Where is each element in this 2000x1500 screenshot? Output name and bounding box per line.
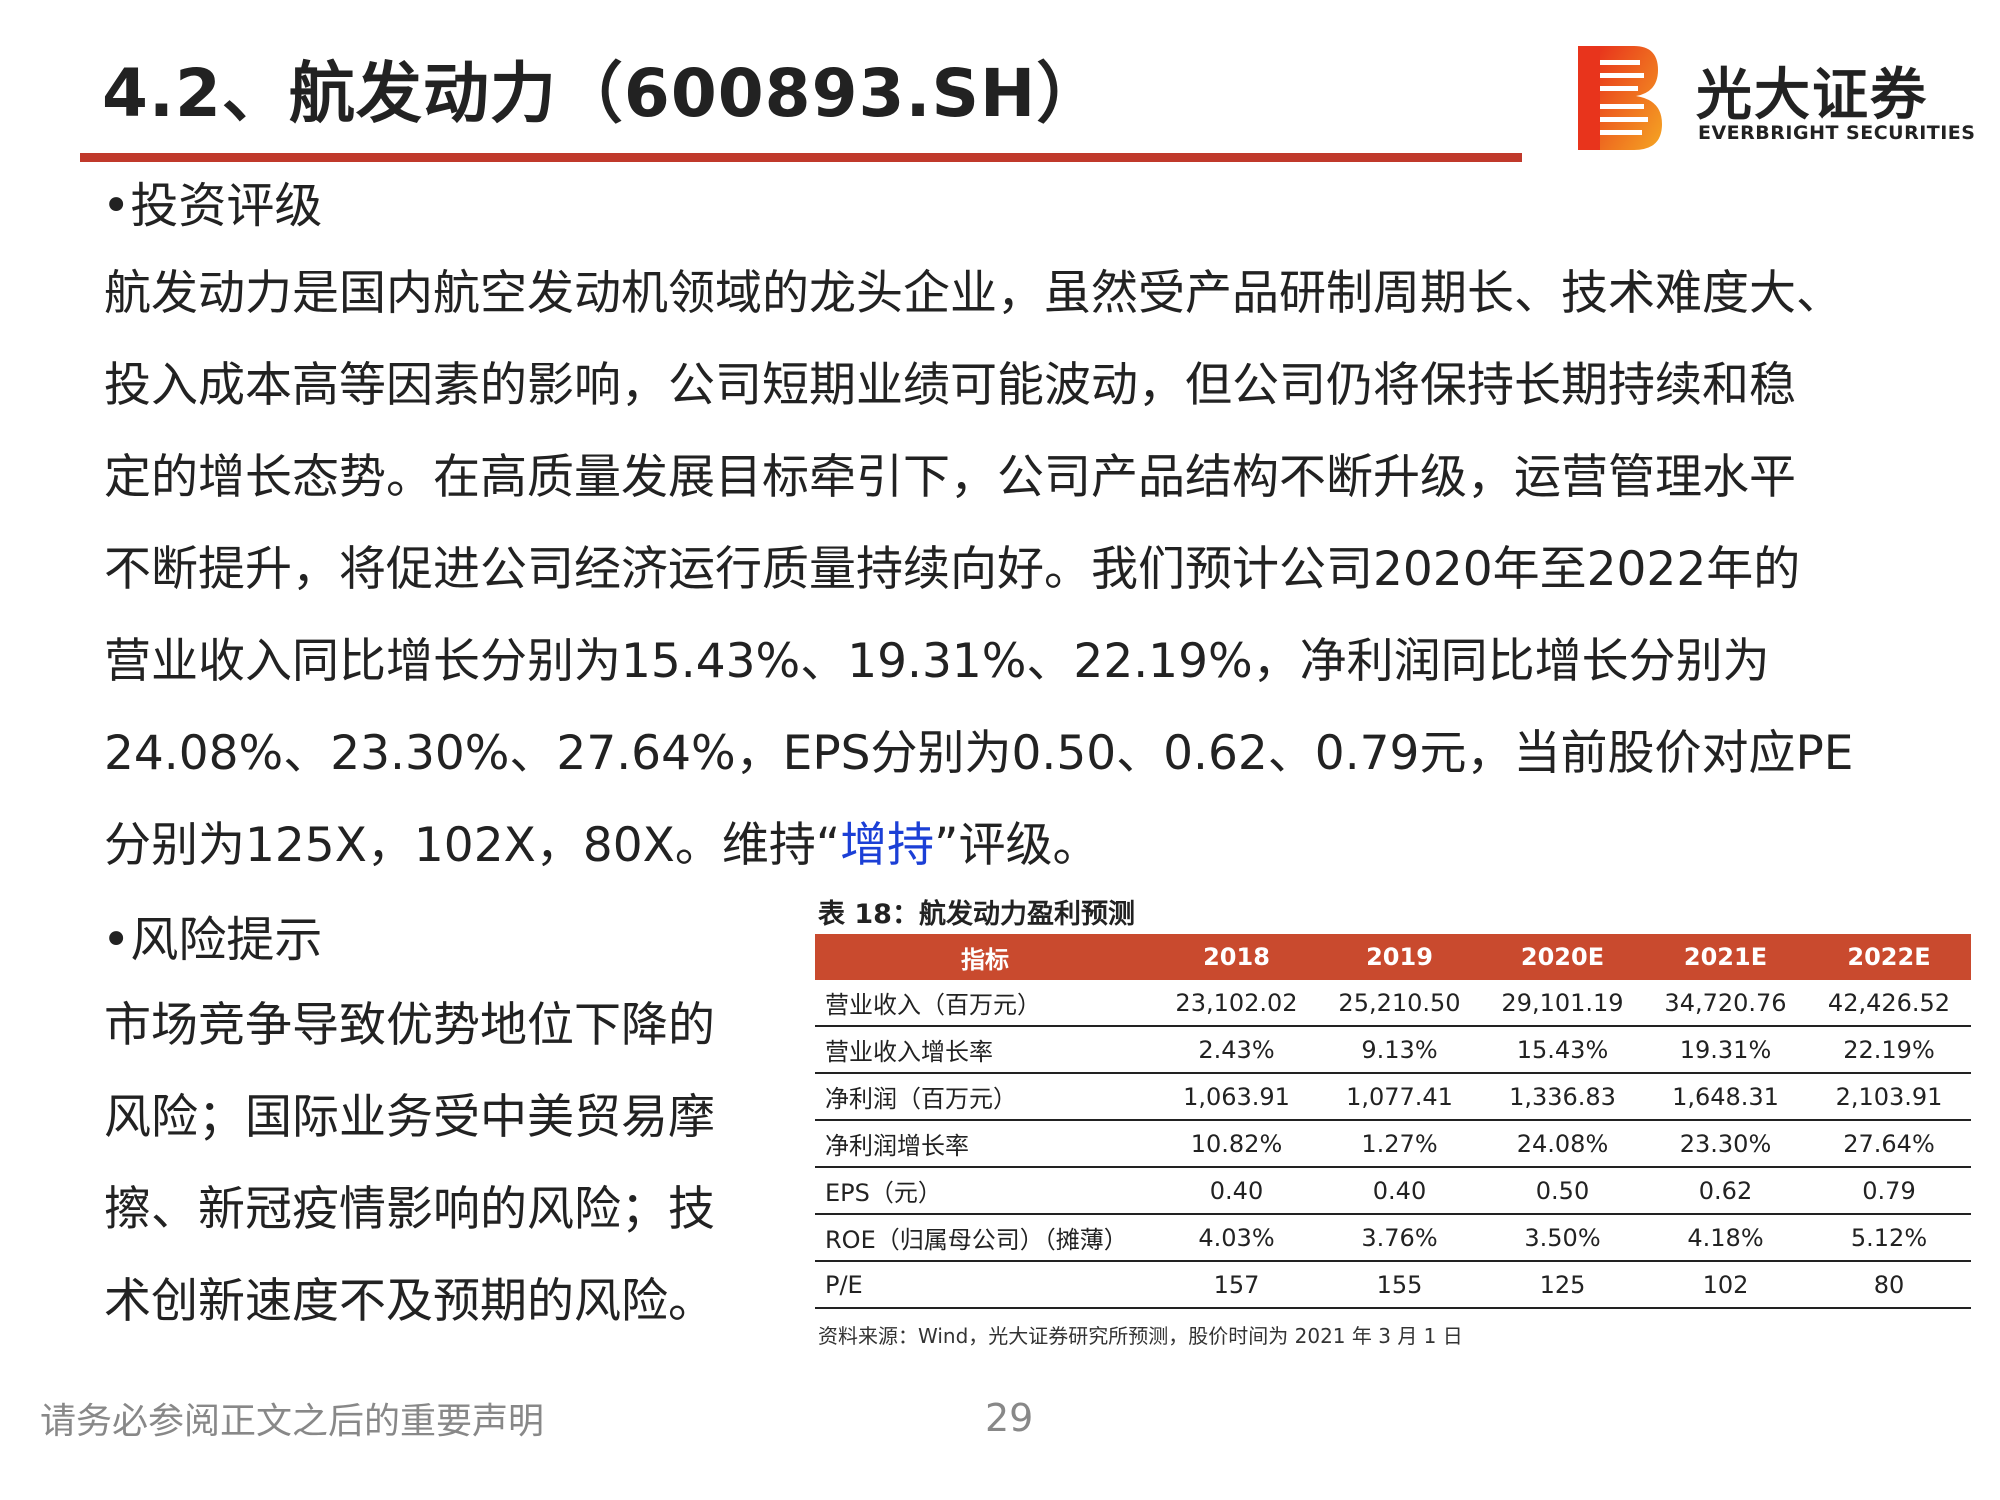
value-cell: 23.30% [1644, 1120, 1807, 1168]
logo-name-cn: 光大证券 [1696, 63, 1928, 128]
value-cell: 157 [1155, 1261, 1318, 1309]
disclaimer-note: 请务必参阅正文之后的重要声明 [40, 1401, 545, 1442]
risk-paragraph: 市场竞争导致优势地位下降的 风险；国际业务受中美贸易摩 擦、新冠疫情影响的风险；… [104, 980, 784, 1348]
rating-line: 定的增长态势。在高质量发展目标牵引下，公司产品结构不断升级，运营管理水平 [104, 450, 1796, 505]
value-cell: 4.03% [1155, 1214, 1318, 1262]
value-cell: 0.79 [1807, 1167, 1971, 1215]
value-cell: 22.19% [1807, 1026, 1971, 1074]
page-number: 29 [985, 1396, 1034, 1440]
table-row: 净利润增长率 10.82% 1.27% 24.08% 23.30% 27.64% [815, 1120, 1971, 1168]
metric-cell: EPS（元） [815, 1167, 1155, 1215]
table-header-row: 指标 2018 2019 2020E 2021E 2022E [815, 934, 1971, 980]
rating-line-prefix: 分别为125X，102X，80X。维持“ [104, 818, 841, 873]
rating-line: 24.08%、23.30%、27.64%，EPS分别为0.50、0.62、0.7… [104, 726, 1854, 781]
metric-cell: 净利润（百万元） [815, 1073, 1155, 1121]
risk-line: 风险；国际业务受中美贸易摩 [104, 1090, 715, 1145]
metric-cell: 营业收入增长率 [815, 1026, 1155, 1074]
value-cell: 2,103.91 [1807, 1073, 1971, 1121]
table-source-note: 资料来源：Wind，光大证券研究所预测，股价时间为 2021 年 3 月 1 日 [818, 1324, 1463, 1348]
everbright-logo-icon [1578, 46, 1662, 150]
rating-heading: •投资评级 [102, 178, 323, 234]
value-cell: 0.40 [1318, 1167, 1481, 1215]
value-cell: 0.62 [1644, 1167, 1807, 1215]
table-row: P/E 157 155 125 102 80 [815, 1261, 1971, 1309]
value-cell: 34,720.76 [1644, 980, 1807, 1027]
risk-heading: •风险提示 [102, 912, 323, 968]
metric-cell: 营业收入（百万元） [815, 980, 1155, 1027]
table-row: 营业收入增长率 2.43% 9.13% 15.43% 19.31% 22.19% [815, 1026, 1971, 1074]
value-cell: 155 [1318, 1261, 1481, 1309]
value-cell: 24.08% [1481, 1120, 1644, 1168]
value-cell: 102 [1644, 1261, 1807, 1309]
value-cell: 19.31% [1644, 1026, 1807, 1074]
table-row: 营业收入（百万元） 23,102.02 25,210.50 29,101.19 … [815, 980, 1971, 1027]
risk-line: 擦、新冠疫情影响的风险；技 [104, 1182, 715, 1237]
value-cell: 4.18% [1644, 1214, 1807, 1262]
value-cell: 125 [1481, 1261, 1644, 1309]
column-header: 2018 [1155, 934, 1318, 980]
value-cell: 3.76% [1318, 1214, 1481, 1262]
value-cell: 9.13% [1318, 1026, 1481, 1074]
value-cell: 23,102.02 [1155, 980, 1318, 1027]
value-cell: 0.40 [1155, 1167, 1318, 1215]
earnings-forecast-table: 指标 2018 2019 2020E 2021E 2022E 营业收入（百万元）… [815, 934, 1971, 1309]
value-cell: 1,063.91 [1155, 1073, 1318, 1121]
rating-paragraph: 航发动力是国内航空发动机领域的龙头企业，虽然受产品研制周期长、技术难度大、 投入… [104, 248, 1984, 892]
value-cell: 1,077.41 [1318, 1073, 1481, 1121]
rating-line-suffix: ”评级。 [934, 818, 1100, 873]
value-cell: 1,336.83 [1481, 1073, 1644, 1121]
value-cell: 10.82% [1155, 1120, 1318, 1168]
column-header: 2021E [1644, 934, 1807, 980]
value-cell: 27.64% [1807, 1120, 1971, 1168]
rating-line: 营业收入同比增长分别为15.43%、19.31%、22.19%，净利润同比增长分… [104, 634, 1770, 689]
rating-line-last: 分别为125X，102X，80X。维持“增持”评级。 [104, 800, 1984, 892]
risk-line: 术创新速度不及预期的风险。 [104, 1274, 715, 1329]
value-cell: 29,101.19 [1481, 980, 1644, 1027]
risk-line: 市场竞争导致优势地位下降的 [104, 998, 715, 1053]
table-row: ROE（归属母公司）（摊薄） 4.03% 3.76% 3.50% 4.18% 5… [815, 1214, 1971, 1262]
rating-line: 投入成本高等因素的影响，公司短期业绩可能波动，但公司仍将保持长期持续和稳 [104, 358, 1796, 413]
table-title: 表 18：航发动力盈利预测 [818, 899, 1135, 930]
rating-line: 不断提升，将促进公司经济运行质量持续向好。我们预计公司2020年至2022年的 [104, 542, 1801, 597]
metric-cell: P/E [815, 1261, 1155, 1309]
value-cell: 5.12% [1807, 1214, 1971, 1262]
value-cell: 1.27% [1318, 1120, 1481, 1168]
value-cell: 3.50% [1481, 1214, 1644, 1262]
table-row: 净利润（百万元） 1,063.91 1,077.41 1,336.83 1,64… [815, 1073, 1971, 1121]
value-cell: 25,210.50 [1318, 980, 1481, 1027]
column-header: 2022E [1807, 934, 1971, 980]
rating-line: 航发动力是国内航空发动机领域的龙头企业，虽然受产品研制周期长、技术难度大、 [104, 266, 1843, 321]
column-header: 指标 [815, 934, 1155, 980]
value-cell: 15.43% [1481, 1026, 1644, 1074]
metric-cell: 净利润增长率 [815, 1120, 1155, 1168]
page-title: 4.2、航发动力（600893.SH） [102, 55, 1104, 132]
table-row: EPS（元） 0.40 0.40 0.50 0.62 0.79 [815, 1167, 1971, 1215]
company-logo: 光大证券 EVERBRIGHT SECURITIES [1578, 46, 1978, 154]
title-divider [80, 153, 1522, 162]
logo-name-en: EVERBRIGHT SECURITIES [1698, 122, 1976, 144]
rating-value: 增持 [840, 818, 935, 873]
column-header: 2019 [1318, 934, 1481, 980]
value-cell: 42,426.52 [1807, 980, 1971, 1027]
value-cell: 0.50 [1481, 1167, 1644, 1215]
value-cell: 2.43% [1155, 1026, 1318, 1074]
value-cell: 1,648.31 [1644, 1073, 1807, 1121]
column-header: 2020E [1481, 934, 1644, 980]
value-cell: 80 [1807, 1261, 1971, 1309]
metric-cell: ROE（归属母公司）（摊薄） [815, 1214, 1155, 1262]
